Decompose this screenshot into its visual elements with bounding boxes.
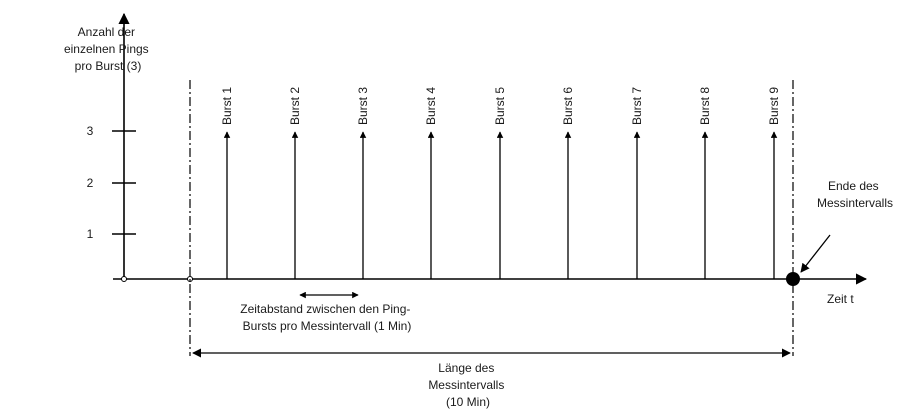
burst-5: Burst 5: [493, 87, 507, 279]
end-label-line-1: Ende des: [828, 179, 879, 193]
burst-9: Burst 9: [767, 87, 781, 279]
y-tick-label-1: 1: [87, 227, 94, 241]
burst-label-2: Burst 2: [288, 87, 302, 125]
burst-label-4: Burst 4: [424, 87, 438, 125]
y-axis-label-line-1: Anzahl der: [78, 25, 135, 39]
end-pointer-arrow: [800, 234, 831, 273]
burst-8: Burst 8: [698, 87, 712, 279]
end-label-line-2: Messintervalls: [817, 196, 893, 210]
interval-length-line-1: Länge des: [438, 361, 494, 375]
y-tick-label-3: 3: [87, 124, 94, 138]
origin-marker: [121, 276, 127, 282]
y-axis-label: Anzahl der einzelnen Pings pro Burst (3): [64, 25, 152, 73]
gap-label-line-2: Bursts pro Messintervall (1 Min): [243, 319, 412, 333]
interval-end-marker: [786, 272, 800, 286]
burst-label-3: Burst 3: [356, 87, 370, 125]
interval-length-label: Länge des Messintervalls (10 Min): [428, 361, 507, 409]
burst-2: Burst 2: [288, 87, 302, 279]
burst-7: Burst 7: [630, 87, 644, 279]
burst-label-6: Burst 6: [561, 87, 575, 125]
y-axis-label-line-2: einzelnen Pings: [64, 42, 149, 56]
y-tick-label-2: 2: [87, 176, 94, 190]
burst-6: Burst 6: [561, 87, 575, 279]
bursts-group: Burst 1 Burst 2 Burst 3 Burst 4 Burst 5 …: [220, 87, 781, 279]
burst-label-9: Burst 9: [767, 87, 781, 125]
x-axis-label: Zeit t: [827, 292, 854, 306]
burst-3: Burst 3: [356, 87, 370, 279]
end-label: Ende des Messintervalls: [817, 179, 893, 210]
interval-length-line-2: Messintervalls: [428, 378, 504, 392]
burst-label-8: Burst 8: [698, 87, 712, 125]
gap-label-line-1: Zeitabstand zwischen den Ping-: [240, 302, 410, 316]
burst-4: Burst 4: [424, 87, 438, 279]
burst-label-5: Burst 5: [493, 87, 507, 125]
burst-label-1: Burst 1: [220, 87, 234, 125]
burst-1: Burst 1: [220, 87, 234, 279]
burst-label-7: Burst 7: [630, 87, 644, 125]
y-axis-label-line-3: pro Burst (3): [75, 59, 142, 73]
interval-length-line-3: (10 Min): [446, 395, 490, 409]
gap-label: Zeitabstand zwischen den Ping- Bursts pr…: [240, 302, 413, 333]
